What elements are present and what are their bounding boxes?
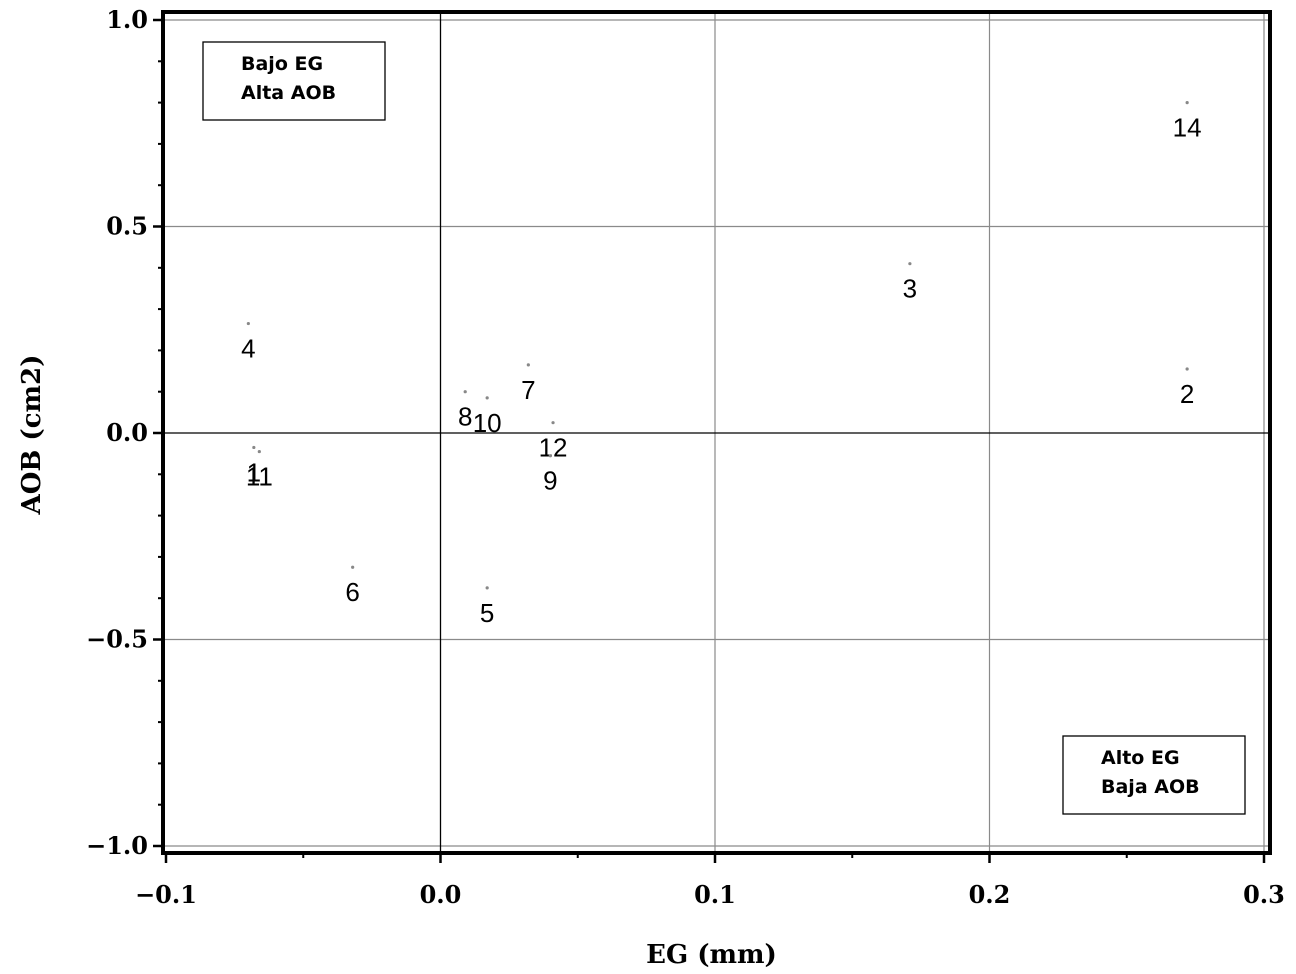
- point-label-3: 3: [903, 274, 917, 304]
- data-points: 14 3 2 4 7 8 10 129 111 6 5: [241, 101, 1202, 628]
- point-label-5: 5: [480, 598, 494, 628]
- x-tick-label: 0.3: [1243, 880, 1285, 909]
- data-point-1: [252, 445, 256, 450]
- x-axis-title: EG (mm): [646, 940, 777, 970]
- y-axis-title: AOB (cm2): [17, 355, 47, 516]
- annotation-text: Alta AOB: [241, 82, 336, 104]
- data-point-11: [257, 449, 261, 454]
- data-point-9: [548, 454, 552, 458]
- data-point-3: [908, 262, 912, 266]
- point-label-12: 12: [539, 433, 568, 463]
- data-point-14: [1185, 101, 1189, 105]
- point-label-9: 9: [543, 466, 557, 496]
- point-label-14: 14: [1173, 113, 1202, 143]
- annotation-text: Bajo EG: [241, 53, 323, 75]
- x-tick-label: 0.2: [969, 880, 1011, 909]
- y-tick-label: −0.5: [86, 625, 148, 654]
- data-point-5: [485, 586, 489, 590]
- data-point-8: [463, 390, 467, 394]
- reference-lines: [163, 12, 1270, 853]
- grid: [163, 12, 1270, 853]
- annotation-box-bottom-right: [1062, 735, 1246, 815]
- annotation-text: Baja AOB: [1101, 776, 1200, 798]
- data-point-4: [246, 321, 250, 326]
- point-label-2: 2: [1180, 379, 1194, 409]
- point-label-10: 10: [473, 408, 502, 438]
- point-label-4: 4: [241, 334, 255, 364]
- y-tick-label: −1.0: [86, 831, 148, 860]
- point-label-6: 6: [345, 577, 359, 607]
- x-tick-label: 0.1: [694, 880, 736, 909]
- annotation-text: Alto EG: [1101, 747, 1180, 769]
- data-point-2: [1185, 367, 1189, 371]
- y-tick-label: 0.0: [106, 418, 148, 447]
- x-tick-label: 0.0: [420, 880, 462, 909]
- point-label-1: 1: [247, 457, 261, 487]
- point-label-7: 7: [521, 375, 535, 405]
- axis-ticks: −0.1 0.0 0.1 0.2 0.3 −1.0 −0.5 0.0 0.5 1.0: [86, 5, 1285, 909]
- data-point-7: [526, 363, 530, 367]
- x-tick-label: −0.1: [135, 880, 197, 909]
- data-point-10: [485, 396, 489, 400]
- data-point-6: [351, 565, 355, 569]
- y-tick-label: 0.5: [106, 212, 148, 241]
- point-label-11: 11: [246, 462, 273, 492]
- annotation-box-top-left: [202, 41, 386, 121]
- annotation-boxes: Bajo EG Alta AOB Alto EG Baja AOB: [202, 41, 1246, 815]
- point-label-8: 8: [458, 402, 472, 432]
- y-tick-label: 1.0: [106, 5, 148, 34]
- data-point-12: [551, 421, 555, 425]
